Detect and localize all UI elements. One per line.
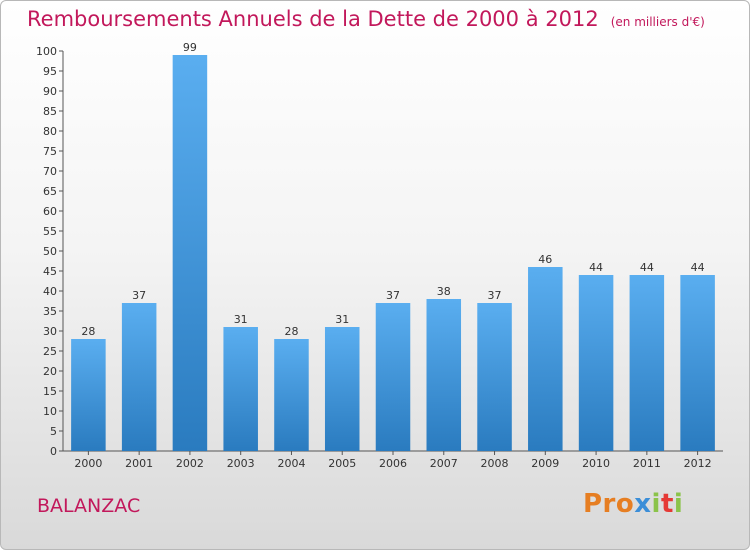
y-tick-label: 90 [43, 85, 57, 98]
value-label-2006: 37 [386, 289, 400, 302]
bar-2008 [477, 303, 512, 451]
value-label-2002: 99 [183, 41, 197, 54]
chart-title: Remboursements Annuels de la Dette de 20… [27, 7, 705, 31]
y-tick-label: 15 [43, 385, 57, 398]
y-tick-label: 25 [43, 345, 57, 358]
y-tick-label: 0 [50, 445, 57, 458]
bar-2012 [680, 275, 715, 451]
x-tick-label-2000: 2000 [74, 457, 102, 470]
x-tick-label-2007: 2007 [430, 457, 458, 470]
bar-2003 [223, 327, 258, 451]
bar-2010 [578, 275, 614, 451]
x-tick-label-2010: 2010 [582, 457, 610, 470]
value-label-2005: 31 [335, 313, 349, 326]
y-tick-label: 10 [43, 405, 57, 418]
y-tick-label: 85 [43, 105, 57, 118]
bar-2007 [426, 299, 462, 451]
bar-2006 [375, 303, 411, 451]
commune-name: BALANZAC [37, 495, 141, 517]
x-tick-label-2006: 2006 [379, 457, 407, 470]
y-tick-label: 75 [43, 145, 57, 158]
y-tick-label: 95 [43, 65, 57, 78]
x-tick-label-2009: 2009 [531, 457, 559, 470]
bar-2005 [324, 327, 360, 451]
bar-2009 [528, 267, 563, 451]
bar-2011 [629, 275, 665, 451]
unit-label: (en milliers d'€) [610, 15, 705, 29]
x-tick-label-2008: 2008 [481, 457, 509, 470]
y-tick-label: 20 [43, 365, 57, 378]
y-tick-label: 80 [43, 125, 57, 138]
y-tick-label: 30 [43, 325, 57, 338]
bar-2000 [71, 339, 106, 451]
value-label-2003: 31 [234, 313, 248, 326]
x-tick-label-2005: 2005 [328, 457, 356, 470]
bar-2004 [274, 339, 309, 451]
y-tick-label: 40 [43, 285, 57, 298]
value-label-2010: 44 [589, 261, 603, 274]
x-tick-label-2002: 2002 [176, 457, 204, 470]
chart-axes: 0 5 10 15 20 25 30 35 40 45 50 55 60 65 70 75 80 85 90 95 10… [36, 45, 723, 470]
y-tick-label: 50 [43, 245, 57, 258]
value-label-2004: 28 [284, 325, 298, 338]
value-label-2001: 37 [132, 289, 146, 302]
value-label-2009: 46 [538, 253, 552, 266]
y-tick-label: 5 [50, 425, 57, 438]
value-label-2011: 44 [640, 261, 654, 274]
x-tick-label-2011: 2011 [633, 457, 661, 470]
y-tick-label: 45 [43, 265, 57, 278]
value-label-2008: 37 [488, 289, 502, 302]
bar-2001 [121, 303, 157, 451]
y-tick-label: 60 [43, 205, 57, 218]
bar-2002 [172, 55, 208, 451]
value-label-2007: 38 [437, 285, 451, 298]
y-tick-label: 35 [43, 305, 57, 318]
value-label-2000: 28 [81, 325, 95, 338]
x-tick-label-2004: 2004 [277, 457, 305, 470]
y-tick-label: 55 [43, 225, 57, 238]
proxiti-logo: Proxiti [583, 489, 684, 519]
y-tick-label: 65 [43, 185, 57, 198]
x-tick-label-2003: 2003 [227, 457, 255, 470]
bar-chart: 0 5 10 15 20 25 30 35 40 45 50 55 60 65 70 75 80 85 90 95 10… [36, 41, 723, 470]
y-tick-label: 100 [36, 45, 57, 58]
y-tick-label: 70 [43, 165, 57, 178]
value-label-2012: 44 [691, 261, 705, 274]
x-tick-label-2012: 2012 [684, 457, 712, 470]
bar-series: 28 37 99 31 28 31 37 38 37 46 44 44 44 [71, 41, 715, 451]
x-tick-label-2001: 2001 [125, 457, 153, 470]
